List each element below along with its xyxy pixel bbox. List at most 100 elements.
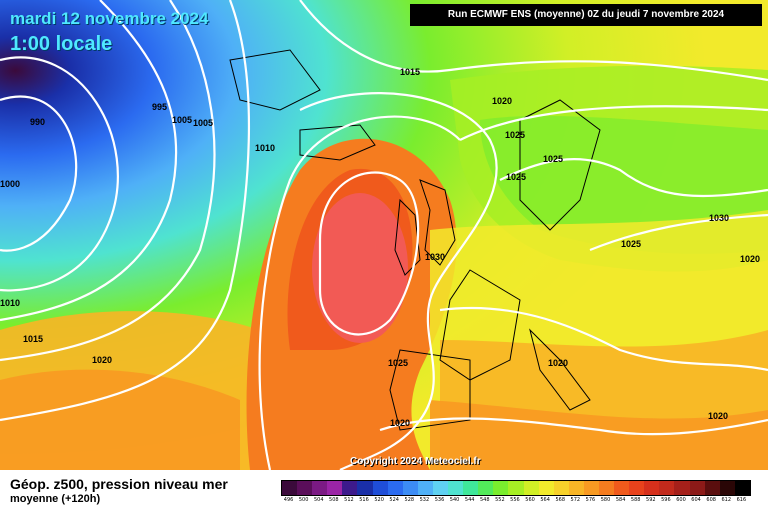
color-scale-cell	[282, 481, 298, 495]
color-scale-tick: 500	[298, 497, 309, 503]
color-scale-cell	[704, 481, 720, 495]
color-scale-tick: 580	[600, 497, 611, 503]
iso-label-1000: 1000	[0, 179, 20, 189]
isobar-1020-south	[439, 306, 768, 372]
color-scale-cell	[644, 481, 660, 495]
forecast-local-time: 1:00 locale	[10, 33, 113, 55]
iso-label-1025: 1025	[543, 154, 563, 164]
color-scale-cell	[583, 481, 599, 495]
color-scale-tick: 544	[464, 497, 475, 503]
iceland-coast	[299, 124, 376, 161]
color-scale-cell	[538, 481, 554, 495]
legend-title: Géop. z500, pression niveau mer	[10, 476, 228, 492]
color-scale-tick: 568	[555, 497, 565, 503]
iso-label-1020-s: 1020	[390, 418, 410, 428]
color-scale-cell	[629, 481, 645, 495]
color-scale-cell	[342, 481, 358, 495]
color-scale-tick: 532	[419, 497, 430, 503]
legend-footer: Géop. z500, pression niveau mer moyenne …	[0, 470, 768, 512]
iso-label-1020-c: 1020	[548, 358, 568, 368]
iso-label-1025-c: 1025	[621, 239, 641, 249]
iso-label-990: 990	[30, 117, 45, 127]
color-scale-tick: 536	[434, 497, 445, 503]
iso-label-1020-se: 1020	[708, 411, 728, 421]
color-scale-tick: 556	[510, 497, 520, 503]
isobar-1005	[0, 0, 178, 322]
iso-label-1020-w: 1020	[92, 355, 112, 365]
color-scale-cell	[734, 481, 750, 495]
color-scale-tick: 496	[283, 497, 294, 503]
iso-label-1030: 1030	[425, 252, 445, 262]
iso-label-1025-b: 1025	[506, 172, 526, 182]
color-scale-cell	[659, 481, 675, 495]
color-scale-tick: 540	[449, 497, 460, 503]
color-scale-tick: 616	[736, 497, 747, 503]
isobar-1025-ridge	[299, 92, 498, 470]
color-scale-tick: 528	[404, 497, 415, 503]
iso-label-1020-e: 1020	[740, 254, 760, 264]
isobar-1015	[0, 0, 251, 422]
color-scale-tick: 612	[721, 497, 732, 503]
color-scale-tick: 512	[344, 497, 354, 503]
iso-label-1005-b: 1005	[193, 118, 213, 128]
color-scale-tick: 508	[329, 497, 339, 503]
isobar-1020-med	[379, 417, 768, 436]
color-scale-cell	[372, 481, 388, 495]
copyright: Copyright 2024 Meteociel.fr	[350, 456, 481, 467]
isobar-1015-north	[299, 0, 768, 82]
color-scale-bar	[281, 480, 751, 496]
forecast-date: mardi 12 novembre 2024	[10, 9, 209, 28]
isobar-1010	[0, 0, 216, 362]
color-scale-cell	[357, 481, 373, 495]
color-scale-cell	[598, 481, 615, 495]
legend-subtitle: moyenne (+120h)	[10, 493, 101, 505]
run-info: Run ECMWF ENS (moyenne) 0Z du jeudi 7 no…	[410, 4, 762, 26]
color-scale-tick: 600	[676, 497, 686, 503]
iso-label-1015: 1015	[400, 67, 420, 77]
color-scale-tick: 576	[585, 497, 596, 503]
isobars	[0, 0, 768, 470]
color-scale-tick: 560	[525, 497, 535, 503]
color-scale-tick: 584	[615, 497, 626, 503]
isobar-1025-north	[499, 158, 768, 198]
color-scale-tick: 572	[570, 497, 581, 503]
color-scale-cell	[508, 481, 524, 495]
color-scale-tick: 520	[374, 497, 384, 503]
isobar-990	[0, 95, 78, 252]
iberia-coast	[389, 349, 471, 431]
isobar-1020-north	[459, 105, 768, 141]
iso-label-1020: 1020	[492, 96, 512, 106]
color-scale-cell	[493, 481, 509, 495]
weather-map: 990 995 1000 1005 1010 1015 1020 1025 10…	[0, 0, 768, 470]
color-scale-tick: 548	[479, 497, 490, 503]
color-scale-cell	[478, 481, 494, 495]
iso-label-1010-w: 1010	[0, 298, 20, 308]
iso-label-1015-w: 1015	[23, 334, 43, 344]
color-scale-tick: 604	[691, 497, 701, 503]
color-scale-tick: 608	[706, 497, 716, 503]
greenland-coast	[229, 49, 321, 111]
ridge-core	[312, 193, 408, 343]
color-scale-cell	[674, 481, 690, 495]
color-scale-cell	[448, 481, 464, 495]
color-scale-cell	[463, 481, 479, 495]
color-scale-cell	[689, 481, 705, 495]
color-scale-cell	[719, 481, 735, 495]
color-scale-tick: 524	[389, 497, 399, 503]
color-scale-tick: 552	[495, 497, 505, 503]
color-scale-cell	[432, 481, 449, 495]
iso-label-1025-iberia: 1025	[388, 358, 408, 368]
color-scale-cell	[387, 481, 403, 495]
iso-label-1010: 1010	[255, 143, 275, 153]
color-scale-tick: 504	[313, 497, 324, 503]
warm-band-2	[0, 369, 240, 470]
color-scale-cell	[417, 481, 433, 495]
iso-label-1005: 1005	[172, 115, 192, 125]
italy-coast	[529, 328, 591, 411]
color-scale-ticks: 496 500 504 508 512 516 520 524 528 532 536 540 544 5…	[281, 497, 749, 503]
color-scale-cell	[312, 481, 328, 495]
isobar-1000	[0, 56, 119, 292]
color-scale-cell	[614, 481, 630, 495]
color-scale-cell	[297, 481, 313, 495]
isobar-1030	[318, 171, 420, 336]
